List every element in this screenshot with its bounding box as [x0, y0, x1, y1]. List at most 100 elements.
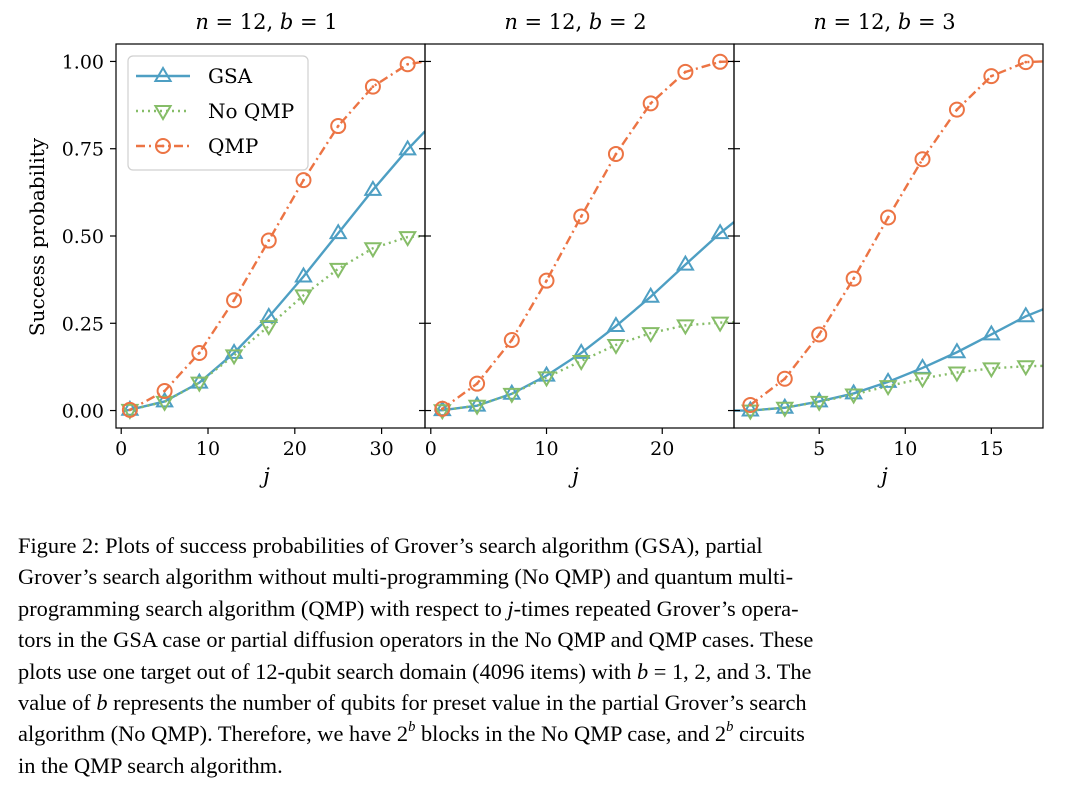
data-point-triangle-up: [982, 324, 1001, 341]
data-point-triangle-down: [433, 404, 452, 421]
caption-var-j: j: [507, 595, 514, 621]
data-point-triangle-down: [710, 316, 730, 333]
data-point-circle-dot: [399, 56, 416, 73]
data-point-circle-dot: [295, 172, 312, 189]
data-point-triangle-up: [294, 266, 313, 283]
data-point-triangle-up: [571, 342, 591, 359]
data-point-triangle-up: [947, 342, 967, 359]
plot-frame: [733, 43, 1044, 429]
caption-line-7-mid: blocks in the No QMP case, and 2: [415, 721, 727, 747]
data-point-triangle-up: [676, 254, 695, 271]
caption-line-4: tors in the GSA case or partial diffusio…: [18, 627, 814, 653]
plot-frame: [424, 43, 735, 429]
data-point-triangle-down: [328, 262, 348, 279]
x-tick-label: 10: [534, 438, 558, 460]
caption-line-8: in the QMP search algorithm.: [18, 752, 283, 778]
data-point-circle-dot: [776, 370, 793, 387]
data-point-triangle-up: [155, 391, 174, 408]
y-tick-label: 0.75: [62, 139, 104, 161]
caption-line-6: value of: [18, 690, 97, 716]
caption-line-3: programming search algorithm (QMP) with …: [18, 595, 508, 621]
data-point-triangle-down: [844, 388, 863, 405]
caption-sup-b: b: [408, 718, 416, 735]
series-line-triangle-up: [434, 221, 734, 412]
data-point-triangle-down: [189, 376, 209, 393]
data-point-triangle-down: [641, 327, 661, 344]
panel-title: n = 12, b = 3: [813, 10, 955, 34]
x-tick-label: 0: [425, 438, 437, 460]
y-tick-label: 0.50: [62, 226, 104, 248]
x-tick-label: 10: [196, 438, 220, 460]
caption-line-5-rest: = 1, 2, and 3. The: [648, 658, 812, 684]
data-point-circle-dot: [573, 208, 590, 225]
data-point-triangle-up: [120, 399, 140, 416]
data-point-triangle-down: [120, 403, 140, 420]
x-axis-label: j: [877, 464, 888, 488]
legend-label: QMP: [208, 134, 258, 158]
legend-label: GSA: [208, 64, 253, 88]
caption-line-7-rest: circuits: [733, 721, 805, 747]
data-point-triangle-down: [155, 395, 174, 412]
data-point-triangle-down: [259, 320, 279, 337]
figure-plots: 0 10 20 30 0.00 0.25 0.50 0.75 1.00 j n = 12, b = …: [25, 10, 1044, 488]
x-axis-label: j: [568, 464, 579, 488]
data-point-circle-dot: [880, 209, 897, 226]
x-tick-label: 20: [283, 438, 307, 460]
caption-line-1: Figure 2: Plots of success probabilities…: [18, 533, 763, 558]
series-line-circle-dot: [441, 60, 734, 410]
data-point-circle-dot: [1017, 54, 1034, 71]
caption-line-5: plots use one target out of 12-qubit sea…: [18, 658, 637, 684]
data-point-circle-dot: [191, 344, 208, 361]
y-axis-label: Success probability: [25, 137, 49, 336]
x-tick-label: 15: [979, 438, 1003, 460]
data-point-triangle-down: [363, 242, 383, 259]
data-point-triangle-down: [982, 362, 1001, 379]
data-point-triangle-down: [294, 289, 313, 306]
data-point-triangle-down: [224, 349, 244, 366]
data-point-circle-dot: [364, 78, 381, 95]
data-point-circle-dot: [156, 382, 173, 399]
data-point-triangle-up: [775, 397, 795, 414]
x-tick-label: 0: [115, 438, 127, 460]
data-point-triangle-down: [913, 372, 932, 389]
data-point-triangle-up: [328, 223, 348, 240]
caption-line-2: Grover’s search algorithm without multi-…: [18, 564, 794, 590]
data-point-triangle-up: [741, 400, 760, 417]
data-point-circle-dot: [983, 68, 1000, 85]
panel-b1: 0 10 20 30 0.00 0.25 0.50 0.75 1.00 j n = 12, b = …: [62, 10, 426, 488]
y-tick-label: 0.25: [62, 313, 104, 335]
legend-marker-triangle-up: [153, 66, 173, 82]
data-point-triangle-up: [606, 316, 626, 333]
data-point-circle-dot: [260, 232, 277, 249]
caption-line-3-rest: -times repeated Grover’s opera-: [513, 595, 799, 621]
series-line-triangle-up: [125, 130, 425, 412]
data-point-triangle-up: [1016, 306, 1036, 323]
data-point-circle-dot: [607, 145, 624, 162]
data-point-circle-dot: [845, 270, 862, 287]
x-axis-label: j: [259, 464, 270, 488]
data-point-triangle-down: [606, 338, 626, 355]
legend-label: No QMP: [208, 99, 294, 123]
data-point-circle-dot: [121, 401, 138, 418]
series-line-triangle-up: [734, 308, 1043, 412]
data-point-triangle-up: [398, 139, 417, 156]
data-point-triangle-up: [189, 372, 209, 389]
legend-marker-triangle-down: [153, 105, 173, 121]
data-point-triangle-down: [809, 395, 829, 412]
data-point-triangle-down: [878, 380, 898, 397]
data-point-triangle-up: [809, 391, 829, 408]
data-point-circle-dot: [330, 118, 347, 135]
caption-line-7: algorithm (No QMP). Therefore, we have 2: [18, 721, 409, 747]
panel-b2: 0 10 20 j n = 12, b = 2: [419, 10, 735, 488]
series-line-circle-dot: [129, 60, 425, 411]
series-line-triangle-down: [442, 321, 734, 412]
data-point-triangle-down: [398, 231, 417, 248]
panel-title: n = 12, b = 1: [195, 10, 337, 34]
data-point-circle-dot: [742, 396, 759, 413]
panel-b3: 5 10 15 j n = 12, b = 3: [728, 10, 1044, 488]
data-point-triangle-up: [502, 383, 522, 400]
x-tick-label: 20: [650, 438, 674, 460]
data-point-triangle-down: [1016, 360, 1036, 377]
legend-marker-circle-dot: [155, 138, 171, 154]
data-point-circle-dot: [434, 400, 451, 417]
